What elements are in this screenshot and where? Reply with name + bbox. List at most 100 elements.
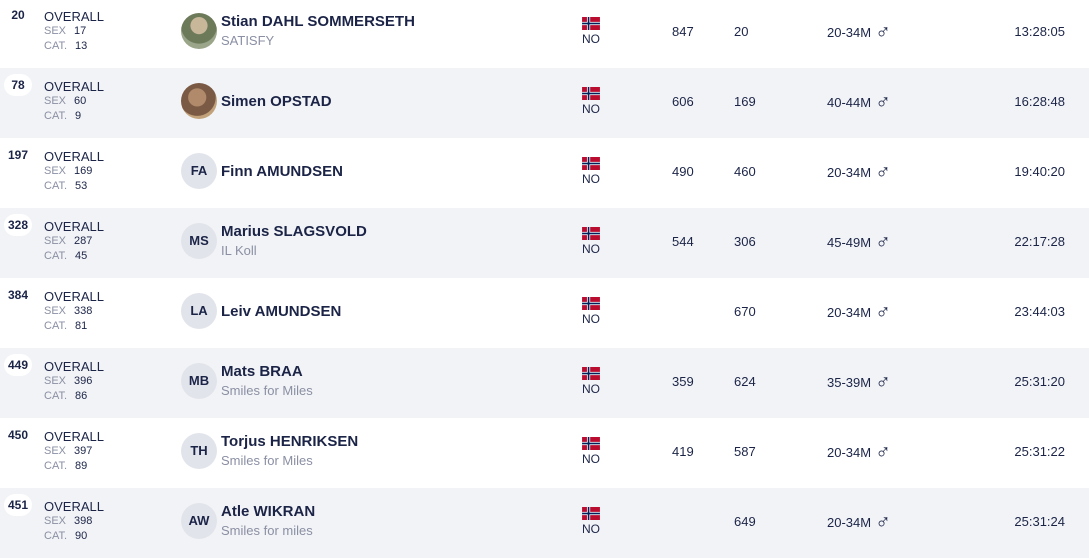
- flag: [582, 157, 600, 175]
- sex-label: SEX: [44, 515, 67, 527]
- country-code: NO: [582, 522, 600, 536]
- sex-rank: SEX 338: [44, 305, 92, 317]
- rank-badge: 449: [4, 354, 32, 376]
- result-row[interactable]: 197 OVERALL SEX 169 CAT. 53 FA Finn AMUNDSEN NO 4…: [0, 138, 1089, 208]
- bib-number: 847: [672, 24, 694, 39]
- sex-rank-value: 396: [74, 375, 93, 387]
- bib-number: 490: [672, 164, 694, 179]
- flag-icon: [582, 227, 600, 240]
- rank-badge: 384: [4, 284, 32, 306]
- category-text: 20-34M: [827, 445, 872, 460]
- rank-badge: 450: [4, 424, 32, 446]
- sex-rank-value: 17: [74, 25, 87, 37]
- avatar-initials: AW: [181, 503, 217, 539]
- cat-rank: CAT. 45: [44, 250, 87, 262]
- cat-rank-value: 89: [75, 460, 88, 472]
- place: 587: [734, 444, 756, 459]
- place: 649: [734, 514, 756, 529]
- rank-badge: 328: [4, 214, 32, 236]
- sex-rank-value: 60: [74, 95, 87, 107]
- sex-rank: SEX 397: [44, 445, 92, 457]
- sex-rank-value: 169: [74, 165, 93, 177]
- sex-rank: SEX 398: [44, 515, 92, 527]
- category: 35-39M ♂: [827, 371, 891, 395]
- cat-rank-value: 53: [75, 180, 88, 192]
- athlete-name[interactable]: Leiv AMUNDSEN: [221, 303, 342, 320]
- sex-rank-value: 287: [74, 235, 93, 247]
- athlete-name[interactable]: Stian DAHL SOMMERSETH: [221, 13, 415, 30]
- result-row[interactable]: 20 OVERALL SEX 17 CAT. 13 Stian DAHL SOMMERSET…: [0, 0, 1089, 68]
- gender-icon: ♂: [875, 511, 891, 534]
- country-code: NO: [582, 382, 600, 396]
- category-text: 35-39M: [827, 375, 872, 390]
- overall-label: OVERALL: [44, 359, 104, 374]
- club-name: Smiles for Miles: [221, 383, 313, 398]
- avatar-photo: [181, 13, 217, 49]
- sex-rank: SEX 169: [44, 165, 92, 177]
- athlete-name[interactable]: Torjus HENRIKSEN: [221, 433, 359, 450]
- cat-label: CAT.: [44, 530, 68, 542]
- result-row[interactable]: 449 OVERALL SEX 396 CAT. 86 MB Mats BRAA Smiles …: [0, 348, 1089, 418]
- cat-rank: CAT. 13: [44, 40, 87, 52]
- cat-rank-value: 81: [75, 320, 88, 332]
- sex-rank: SEX 60: [44, 95, 86, 107]
- sex-label: SEX: [44, 95, 67, 107]
- flag: [582, 367, 600, 385]
- athlete-name[interactable]: Marius SLAGSVOLD: [221, 223, 367, 240]
- category-text: 45-49M: [827, 235, 872, 250]
- cat-label: CAT.: [44, 460, 68, 472]
- category: 20-34M ♂: [827, 441, 891, 465]
- cat-label: CAT.: [44, 180, 68, 192]
- flag: [582, 227, 600, 245]
- finish-time: 25:31:24: [1014, 514, 1065, 529]
- result-row[interactable]: 450 OVERALL SEX 397 CAT. 89 TH Torjus HENRIKSEN…: [0, 418, 1089, 488]
- flag-icon: [582, 367, 600, 380]
- avatar-initials: FA: [181, 153, 217, 189]
- sex-label: SEX: [44, 235, 67, 247]
- cat-rank-value: 90: [75, 530, 88, 542]
- sex-rank: SEX 287: [44, 235, 92, 247]
- bib-number: 359: [672, 374, 694, 389]
- flag-icon: [582, 157, 600, 170]
- flag-icon: [582, 507, 600, 520]
- place: 169: [734, 94, 756, 109]
- athlete-name[interactable]: Finn AMUNDSEN: [221, 163, 343, 180]
- cat-rank-value: 9: [75, 110, 82, 122]
- gender-icon: ♂: [875, 161, 891, 184]
- cat-rank: CAT. 9: [44, 110, 81, 122]
- result-row[interactable]: 384 OVERALL SEX 338 CAT. 81 LA Leiv AMUNDSEN NO 6…: [0, 278, 1089, 348]
- overall-label: OVERALL: [44, 9, 104, 24]
- category-text: 20-34M: [827, 25, 872, 40]
- bib-number: 419: [672, 444, 694, 459]
- category-text: 40-44M: [827, 95, 872, 110]
- cat-rank: CAT. 90: [44, 530, 87, 542]
- athlete-name[interactable]: Atle WIKRAN: [221, 503, 316, 520]
- finish-time: 13:28:05: [1014, 24, 1065, 39]
- country-code: NO: [582, 32, 600, 46]
- athlete-name[interactable]: Mats BRAA: [221, 363, 303, 380]
- result-row[interactable]: 328 OVERALL SEX 287 CAT. 45 MS Marius SLAGSVOLD…: [0, 208, 1089, 278]
- gender-icon: ♂: [875, 231, 891, 254]
- country-code: NO: [582, 242, 600, 256]
- overall-label: OVERALL: [44, 499, 104, 514]
- club-name: Smiles for Miles: [221, 453, 313, 468]
- sex-label: SEX: [44, 305, 67, 317]
- country-code: NO: [582, 312, 600, 326]
- finish-time: 25:31:22: [1014, 444, 1065, 459]
- flag-icon: [582, 17, 600, 30]
- result-row[interactable]: 451 OVERALL SEX 398 CAT. 90 AW Atle WIKRAN Smile…: [0, 488, 1089, 558]
- place: 670: [734, 304, 756, 319]
- category: 40-44M ♂: [827, 91, 891, 115]
- club-name: IL Koll: [221, 243, 257, 258]
- sex-label: SEX: [44, 165, 67, 177]
- flag-icon: [582, 87, 600, 100]
- finish-time: 22:17:28: [1014, 234, 1065, 249]
- rank-badge: 78: [4, 74, 32, 96]
- flag: [582, 507, 600, 525]
- club-name: SATISFY: [221, 33, 275, 48]
- athlete-name[interactable]: Simen OPSTAD: [221, 93, 332, 110]
- finish-time: 16:28:48: [1014, 94, 1065, 109]
- result-row[interactable]: 78 OVERALL SEX 60 CAT. 9 Simen OPSTAD NO 606 169 4…: [0, 68, 1089, 138]
